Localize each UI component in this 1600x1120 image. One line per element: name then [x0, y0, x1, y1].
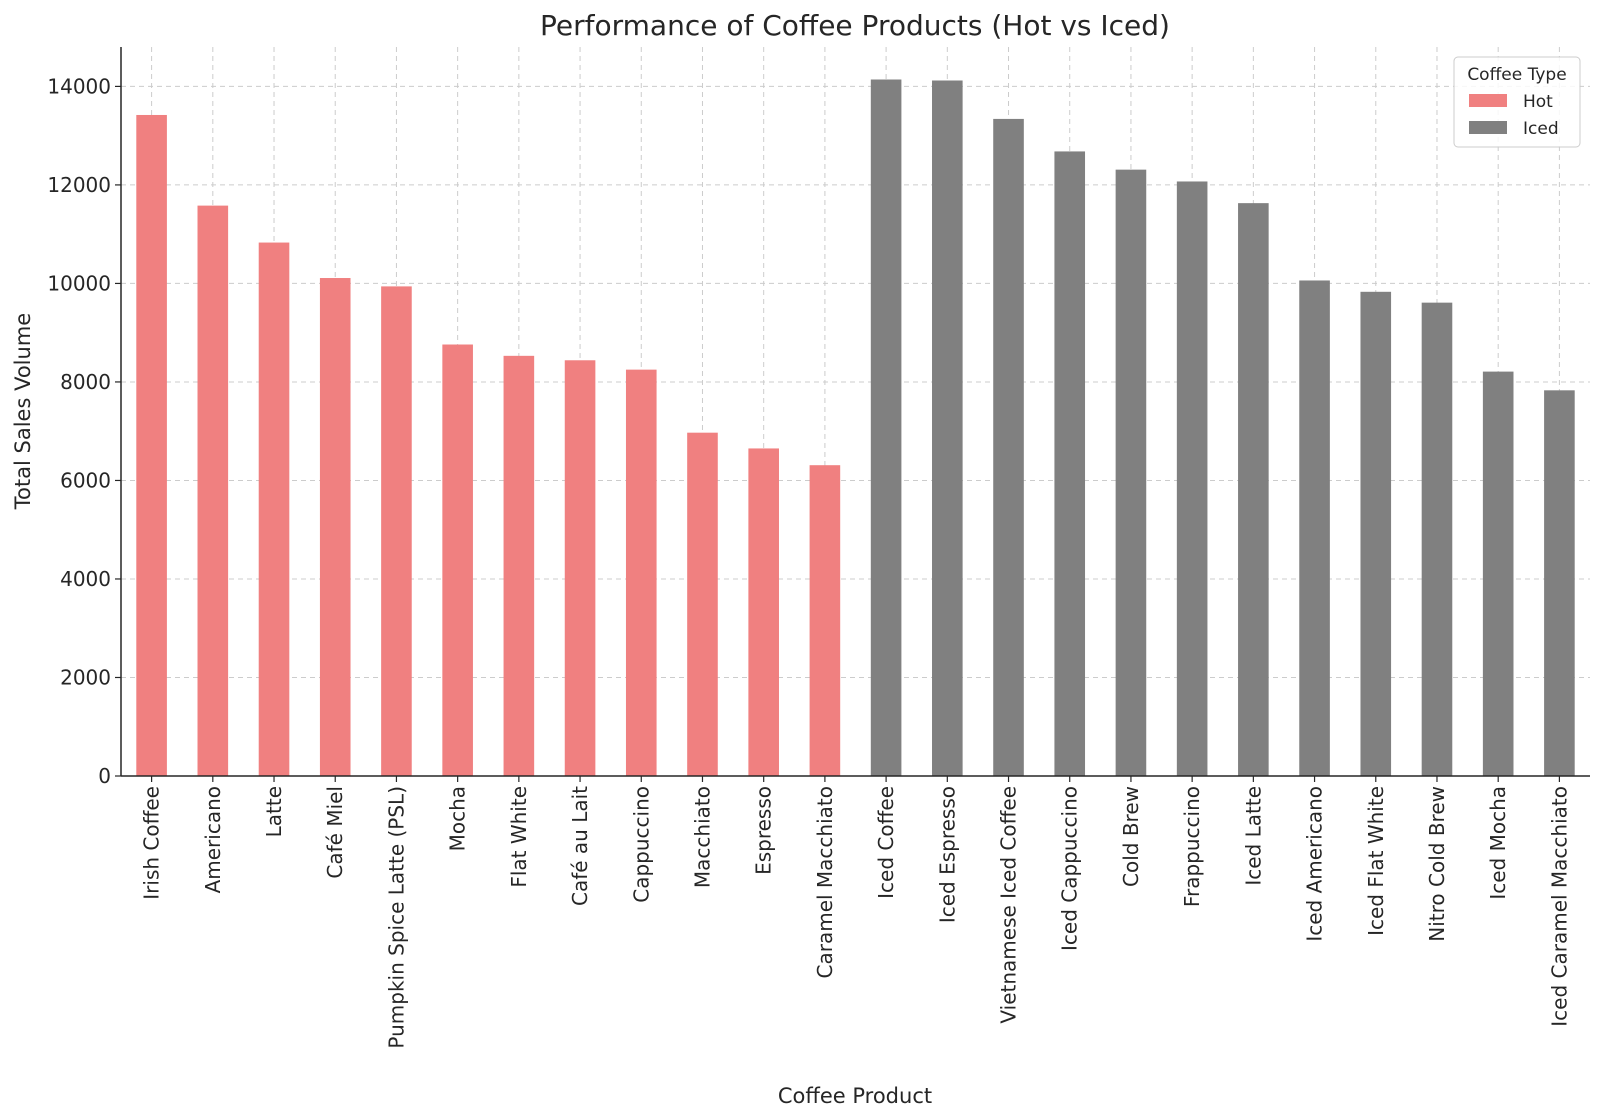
- x-tick-label: Vietnamese Iced Coffee: [997, 786, 1021, 1024]
- bar-mocha: [442, 344, 473, 776]
- bar-iced-cappuccino: [1054, 151, 1086, 777]
- legend-swatch-iced: [1469, 121, 1507, 134]
- bar-iced-latte: [1238, 203, 1269, 776]
- y-tick-label: 10000: [47, 271, 111, 295]
- bar-cold-brew: [1115, 169, 1147, 777]
- y-tick-label: 4000: [60, 567, 111, 591]
- bar-latte: [258, 242, 290, 777]
- x-tick-label: Cold Brew: [1119, 786, 1143, 887]
- chart-title: Performance of Coffee Products (Hot vs I…: [540, 9, 1170, 42]
- x-tick-label: Frappuccino: [1180, 786, 1204, 907]
- x-tick-label: Iced Flat White: [1364, 786, 1388, 936]
- bar-caf-miel: [319, 278, 351, 776]
- bar-iced-flat-white: [1360, 291, 1392, 776]
- legend: Coffee Type Hot Iced: [1453, 56, 1581, 148]
- bar-americano: [197, 205, 229, 776]
- x-tick-label: Cappuccino: [629, 786, 653, 903]
- x-tick-label: Iced Americano: [1303, 786, 1327, 942]
- bar-iced-mocha: [1482, 371, 1514, 776]
- bar-iced-americano: [1299, 280, 1330, 776]
- x-tick-label: Nitro Cold Brew: [1425, 786, 1449, 942]
- y-tick-label: 14000: [47, 74, 111, 98]
- x-tick-label: Café Miel: [323, 786, 347, 879]
- x-tick-label: Iced Cappuccino: [1058, 786, 1082, 951]
- bar-iced-espresso: [932, 80, 963, 777]
- x-tick-label: Americano: [201, 786, 225, 893]
- x-tick-label: Iced Espresso: [935, 786, 959, 923]
- bar-vietnamese-iced-coffee: [993, 118, 1024, 777]
- legend-label-hot: Hot: [1523, 92, 1553, 112]
- x-tick-label: Caramel Macchiato: [813, 786, 837, 978]
- y-tick-label: 12000: [47, 173, 111, 197]
- bar-nitro-cold-brew: [1421, 302, 1453, 776]
- bar-pumpkin-spice-latte-psl: [381, 286, 412, 776]
- x-tick-label: Espresso: [752, 786, 776, 875]
- x-tick-label: Iced Caramel Macchiato: [1547, 786, 1571, 1027]
- legend-label-iced: Iced: [1523, 119, 1559, 139]
- bar-cappuccino: [625, 369, 657, 776]
- x-axis-label: Coffee Product: [778, 1084, 932, 1108]
- y-tick-label: 2000: [60, 665, 111, 689]
- y-tick-label: 8000: [60, 370, 111, 394]
- x-tick-label: Irish Coffee: [140, 786, 164, 900]
- bar-caf-au-lait: [564, 360, 596, 776]
- x-tick-label: Macchiato: [690, 786, 714, 888]
- bar-macchiato: [687, 432, 718, 776]
- bar-iced-caramel-macchiato: [1544, 390, 1575, 776]
- x-tick-label: Café au Lait: [568, 786, 592, 906]
- bar-espresso: [748, 448, 779, 776]
- x-tick-label: Iced Coffee: [874, 786, 898, 899]
- x-tick-label: Latte: [262, 786, 286, 837]
- y-axis-label: Total Sales Volume: [11, 313, 35, 510]
- bar-flat-white: [503, 355, 535, 776]
- bar-caramel-macchiato: [809, 465, 841, 776]
- x-tick-label: Iced Mocha: [1486, 786, 1510, 900]
- bar-iced-coffee: [870, 79, 902, 776]
- bar-frappuccino: [1176, 181, 1208, 776]
- legend-title: Coffee Type: [1467, 65, 1566, 85]
- x-tick-label: Iced Latte: [1241, 786, 1265, 886]
- y-tick-label: 6000: [60, 468, 111, 492]
- axes: [120, 47, 1590, 777]
- y-ticks: 0 2000 4000 6000 8000 10000 12000 14000: [47, 74, 121, 788]
- y-tick-label: 0: [98, 764, 111, 788]
- x-tick-label: Pumpkin Spice Latte (PSL): [384, 786, 408, 1049]
- legend-swatch-hot: [1469, 94, 1507, 107]
- x-tick-label: Flat White: [507, 786, 531, 888]
- x-ticks: Irish Coffee Americano Latte Café Miel Pumpk…: [140, 776, 1571, 1049]
- bar-irish-coffee: [136, 114, 167, 777]
- x-tick-label: Mocha: [446, 786, 470, 851]
- bars: [136, 79, 1575, 777]
